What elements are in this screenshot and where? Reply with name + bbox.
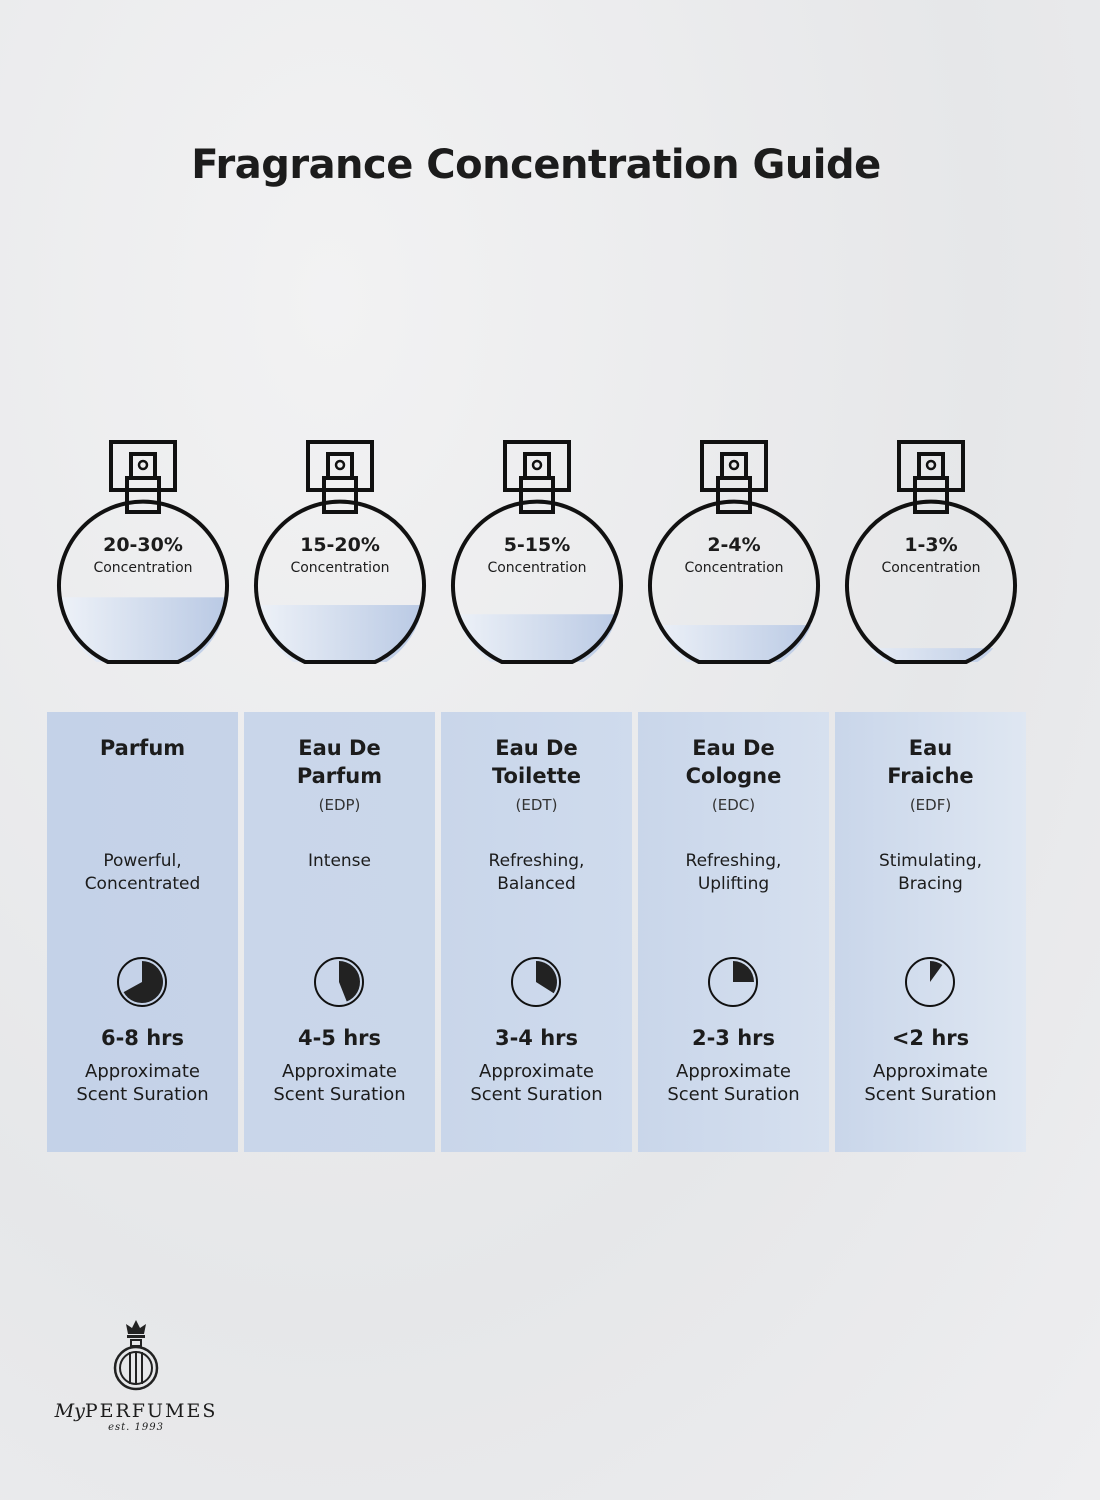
type-abbreviation: (EDC) bbox=[711, 796, 756, 814]
duration-label: Approximate Scent Suration bbox=[470, 1061, 603, 1105]
concentration-value: 20-30% bbox=[103, 534, 183, 556]
page-title: Fragrance Concentration Guide bbox=[191, 142, 881, 188]
concentration-label: Concentration bbox=[487, 560, 587, 576]
concentration-value: 5-15% bbox=[503, 534, 571, 556]
type-description: Intense bbox=[307, 851, 371, 871]
perfume-bottle: 2-4% Concentration bbox=[644, 436, 824, 668]
duration-value: <2 hrs bbox=[891, 1026, 970, 1050]
type-description: Refreshing, Balanced bbox=[488, 851, 585, 894]
brand-word: PERFUMES bbox=[84, 1400, 218, 1422]
type-abbreviation: (EDT) bbox=[515, 796, 558, 814]
duration-value: 3-4 hrs bbox=[494, 1026, 579, 1050]
fragrance-type-card: Parfum Powerful, Concentrated 6-8 hrs Ap… bbox=[47, 712, 238, 1152]
bottle-outline-icon bbox=[648, 440, 820, 664]
liquid-fill bbox=[256, 605, 424, 662]
type-description: Stimulating, Bracing bbox=[878, 851, 982, 894]
type-name: Eau De Cologne bbox=[685, 736, 782, 788]
duration-pie-icon bbox=[708, 957, 758, 1007]
concentration-label: Concentration bbox=[290, 560, 390, 576]
brand-logo: MyPERFUMES est. 1993 bbox=[46, 1316, 226, 1433]
type-abbreviation: (EDP) bbox=[318, 796, 361, 814]
type-name: Eau De Toilette bbox=[492, 736, 581, 788]
perfume-bottle: 5-15% Concentration bbox=[447, 436, 627, 668]
type-name: Parfum bbox=[99, 736, 186, 760]
liquid-fill bbox=[847, 648, 1015, 662]
fragrance-type-card: Eau De Cologne (EDC) Refreshing, Uplifti… bbox=[638, 712, 829, 1152]
type-name: Eau De Parfum bbox=[296, 736, 383, 788]
brand-name: MyPERFUMES bbox=[46, 1400, 226, 1422]
perfume-bottle: 15-20% Concentration bbox=[250, 436, 430, 668]
perfume-bottle: 20-30% Concentration bbox=[53, 436, 233, 668]
duration-pie-icon bbox=[905, 957, 955, 1007]
bottle-outline-icon bbox=[845, 440, 1017, 664]
duration-value: 4-5 hrs bbox=[297, 1026, 382, 1050]
liquid-fill bbox=[59, 597, 227, 662]
type-description: Powerful, Concentrated bbox=[84, 851, 201, 894]
duration-value: 6-8 hrs bbox=[100, 1026, 185, 1050]
bottle-outline-icon bbox=[57, 440, 229, 664]
concentration-label: Concentration bbox=[881, 560, 981, 576]
bottle-outline-icon bbox=[254, 440, 426, 664]
fragrance-type-card: Eau De Toilette (EDT) Refreshing, Balanc… bbox=[441, 712, 632, 1152]
perfume-bottle: 1-3% Concentration bbox=[841, 436, 1021, 668]
perfume-crown-logo-icon bbox=[113, 1320, 159, 1391]
duration-label: Approximate Scent Suration bbox=[667, 1061, 800, 1105]
fragrance-type-card: Eau De Parfum (EDP) Intense 4-5 hrs Appr… bbox=[244, 712, 435, 1152]
duration-value: 2-3 hrs bbox=[691, 1026, 776, 1050]
concentration-value: 15-20% bbox=[300, 534, 380, 556]
duration-label: Approximate Scent Suration bbox=[76, 1061, 209, 1105]
brand-est: est. 1993 bbox=[108, 1422, 164, 1433]
concentration-label: Concentration bbox=[684, 560, 784, 576]
concentration-value: 1-3% bbox=[904, 534, 958, 556]
type-abbreviation: (EDF) bbox=[909, 796, 952, 814]
fragrance-type-card: Eau Fraiche (EDF) Stimulating, Bracing <… bbox=[835, 712, 1026, 1152]
brand-prefix: My bbox=[54, 1400, 85, 1422]
type-description: Refreshing, Uplifting bbox=[685, 851, 782, 894]
bottle-outline-icon bbox=[451, 440, 623, 664]
duration-pie-icon bbox=[511, 957, 561, 1007]
duration-pie-icon bbox=[117, 957, 167, 1007]
type-name: Eau Fraiche bbox=[887, 736, 974, 788]
concentration-value: 2-4% bbox=[707, 534, 761, 556]
liquid-fill bbox=[453, 614, 621, 662]
duration-label: Approximate Scent Suration bbox=[273, 1061, 406, 1105]
concentration-label: Concentration bbox=[93, 560, 193, 576]
duration-label: Approximate Scent Suration bbox=[864, 1061, 997, 1105]
duration-pie-icon bbox=[314, 957, 364, 1007]
